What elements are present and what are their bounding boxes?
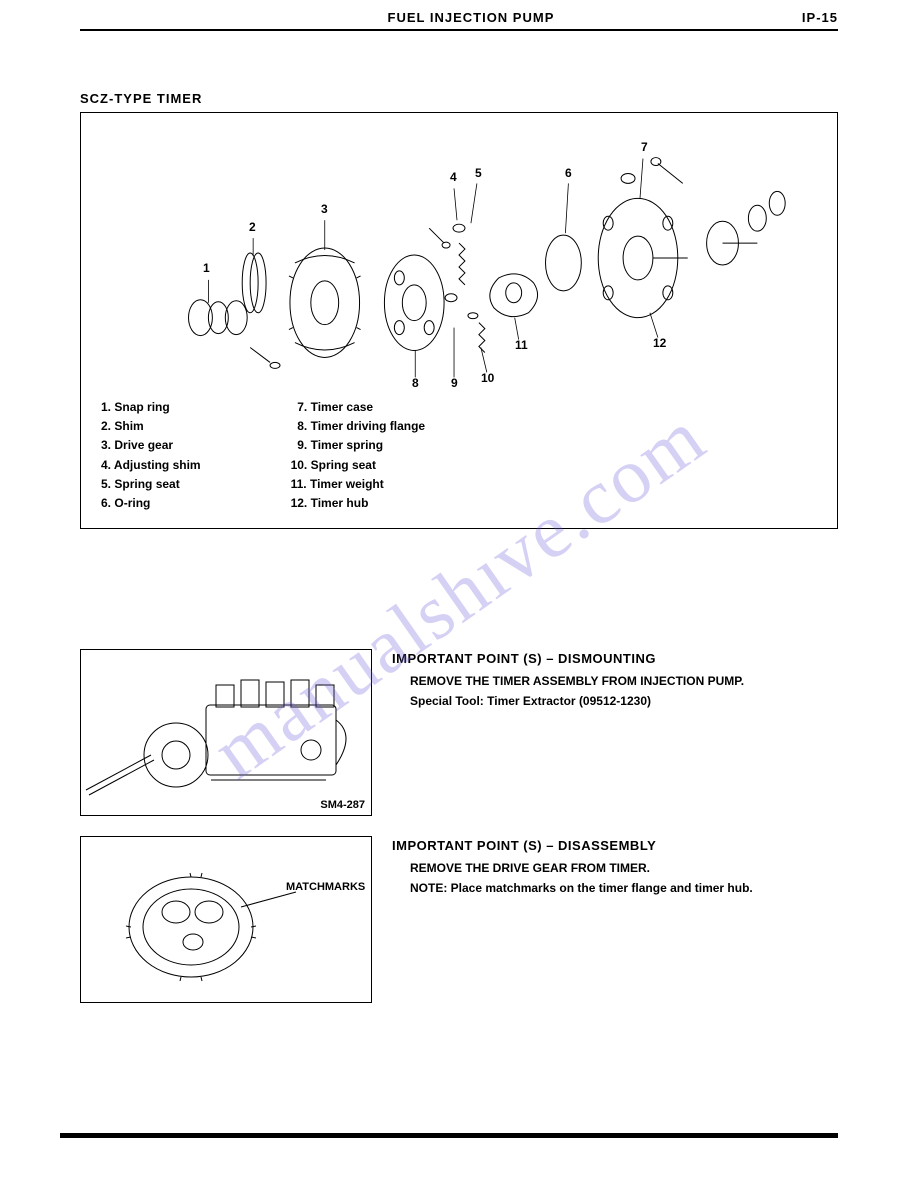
callout-11: 11 bbox=[515, 338, 528, 352]
header-title: FUEL INJECTION PUMP bbox=[140, 10, 802, 25]
callout-3: 3 bbox=[321, 202, 328, 216]
disassembly-figure: MATCHMARKS bbox=[80, 836, 372, 1003]
callout-2: 2 bbox=[249, 220, 256, 234]
pump-svg bbox=[81, 650, 371, 815]
callout-5: 5 bbox=[475, 166, 482, 180]
page-header: FUEL INJECTION PUMP IP-15 bbox=[80, 0, 838, 31]
callout-4: 4 bbox=[450, 170, 457, 184]
page-number: IP-15 bbox=[802, 10, 838, 25]
disassembly-section: MATCHMARKS IMPORTANT POINT (S) – DISASSE… bbox=[80, 836, 838, 1003]
bottom-rule bbox=[60, 1133, 838, 1138]
dismounting-sub: REMOVE THE TIMER ASSEMBLY FROM INJECTION… bbox=[392, 674, 744, 688]
exploded-drawing: 1 2 3 4 5 6 7 8 9 10 11 12 bbox=[101, 128, 817, 388]
section-title: SCZ-TYPE TIMER bbox=[80, 91, 838, 106]
dismounting-heading: IMPORTANT POINT (S) – DISMOUNTING bbox=[392, 651, 744, 666]
matchmarks-label: MATCHMARKS bbox=[286, 881, 365, 893]
disassembly-heading: IMPORTANT POINT (S) – DISASSEMBLY bbox=[392, 838, 753, 853]
callout-6: 6 bbox=[565, 166, 572, 180]
dismounting-figure: SM4-287 bbox=[80, 649, 372, 816]
dismounting-body: Special Tool: Timer Extractor (09512-123… bbox=[392, 694, 744, 708]
parts-col-right: 7. Timer case 8. Timer driving flange 9.… bbox=[291, 398, 426, 513]
callout-7: 7 bbox=[641, 140, 648, 154]
dismounting-text: IMPORTANT POINT (S) – DISMOUNTING REMOVE… bbox=[392, 649, 744, 816]
disassembly-sub: REMOVE THE DRIVE GEAR FROM TIMER. bbox=[392, 861, 753, 875]
parts-list: 1. Snap ring 2. Shim 3. Drive gear 4. Ad… bbox=[101, 388, 817, 513]
dismounting-section: SM4-287 IMPORTANT POINT (S) – DISMOUNTIN… bbox=[80, 649, 838, 816]
callout-8: 8 bbox=[412, 376, 419, 390]
exploded-view-figure: 1 2 3 4 5 6 7 8 9 10 11 12 1. Snap ring … bbox=[80, 112, 838, 529]
disassembly-text: IMPORTANT POINT (S) – DISASSEMBLY REMOVE… bbox=[392, 836, 753, 1003]
callout-10: 10 bbox=[481, 371, 494, 385]
callout-9: 9 bbox=[451, 376, 458, 390]
parts-col-left: 1. Snap ring 2. Shim 3. Drive gear 4. Ad… bbox=[101, 398, 201, 513]
callout-12: 12 bbox=[653, 336, 666, 350]
exploded-svg bbox=[101, 128, 817, 388]
disassembly-note: NOTE: Place matchmarks on the timer flan… bbox=[392, 881, 753, 895]
callout-1: 1 bbox=[203, 261, 210, 275]
gear-svg bbox=[81, 837, 371, 1002]
photo-id: SM4-287 bbox=[320, 799, 365, 811]
